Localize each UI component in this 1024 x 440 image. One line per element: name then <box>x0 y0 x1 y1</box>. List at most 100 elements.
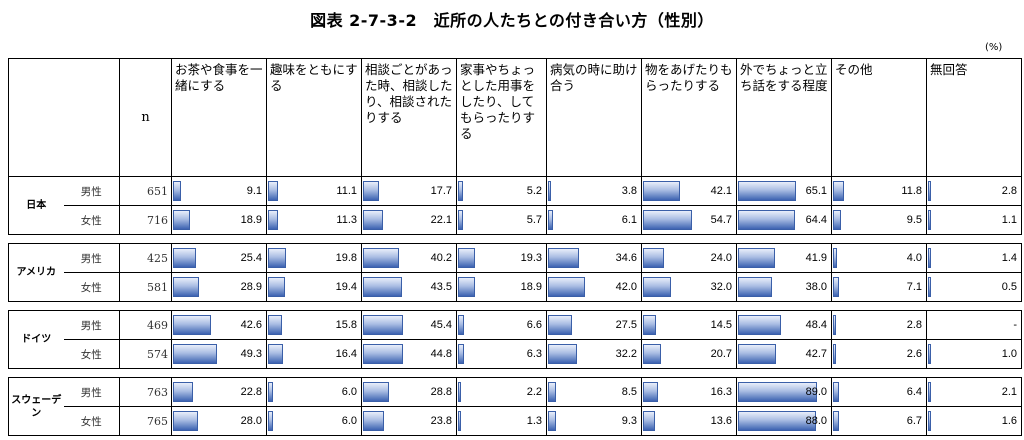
header-col-5: 物をあげたりもらったりする <box>641 58 737 177</box>
value-cell: 1.1 <box>926 205 1022 235</box>
percentage-bar <box>643 248 665 268</box>
value-cell: 49.3 <box>171 339 267 369</box>
table-row: ドイツ 男性 469 42.6 15.8 45.4 6.6 27.5 14.5 48.4 2.8 - <box>8 310 1022 369</box>
percentage-value: - <box>1013 319 1017 331</box>
sex-label: 女性 <box>63 339 120 369</box>
sample-size: 574 <box>119 339 172 369</box>
value-cell: 2.6 <box>831 339 927 369</box>
percentage-value: 11.3 <box>336 214 357 226</box>
percentage-value: 54.7 <box>710 214 732 226</box>
percentage-bar <box>928 210 931 230</box>
percentage-value: 49.3 <box>240 348 262 360</box>
percentage-bar <box>363 344 403 364</box>
percentage-value: 28.0 <box>240 415 262 427</box>
percentage-value: 11.1 <box>336 185 357 197</box>
value-cell: 1.0 <box>926 339 1022 369</box>
value-cell: 88.0 <box>736 406 832 436</box>
header-col-8: 無回答 <box>926 58 1022 177</box>
percentage-value: 25.4 <box>240 252 262 264</box>
percentage-value: 32.0 <box>710 281 732 293</box>
table-row: 女性 574 49.3 16.4 44.8 6.3 32.2 20.7 42.7 2.6 1.0 <box>9 339 1022 369</box>
percentage-bar <box>928 382 931 402</box>
value-cell: 22.8 <box>171 377 267 407</box>
percentage-value: 19.8 <box>335 252 357 264</box>
value-cell: 18.9 <box>456 272 547 302</box>
percentage-value: 18.9 <box>240 214 262 226</box>
percentage-bar <box>548 210 554 230</box>
percentage-bar <box>268 210 279 230</box>
percentage-bar <box>173 382 194 402</box>
percentage-bar <box>738 382 818 402</box>
value-cell: 48.4 <box>736 310 832 340</box>
percentage-value: 16.3 <box>710 386 732 398</box>
percentage-value: 1.4 <box>1001 252 1017 264</box>
value-cell: 64.4 <box>736 205 832 235</box>
percentage-bar <box>738 210 796 230</box>
header-col-0: お茶や食事を一緒にする <box>171 58 267 177</box>
header-col-1: 趣味をともにする <box>266 58 362 177</box>
value-cell: 6.6 <box>456 310 547 340</box>
percentage-bar <box>363 315 404 335</box>
percentage-value: 28.8 <box>430 386 452 398</box>
percentage-bar <box>458 344 464 364</box>
percentage-bar <box>268 411 274 431</box>
value-cell: 11.8 <box>831 176 927 206</box>
value-cell: 7.1 <box>831 272 927 302</box>
value-cell: 42.7 <box>736 339 832 369</box>
value-cell: 5.2 <box>456 176 547 206</box>
percentage-bar <box>738 277 772 297</box>
percentage-bar <box>268 181 278 201</box>
percentage-value: 1.6 <box>1001 415 1017 427</box>
value-cell: 43.5 <box>361 272 457 302</box>
header-col-3: 家事やちょっとした用事をしたり、してもらったりする <box>456 58 547 177</box>
value-cell: 28.8 <box>361 377 457 407</box>
percentage-bar <box>363 210 383 230</box>
percentage-bar <box>268 344 283 364</box>
percentage-bar <box>268 277 286 297</box>
percentage-bar <box>738 411 817 431</box>
sex-label: 女性 <box>63 205 120 235</box>
percentage-value: 1.0 <box>1001 348 1017 360</box>
value-cell: 16.4 <box>266 339 362 369</box>
percentage-bar <box>173 277 199 297</box>
percentage-value: 42.1 <box>710 185 732 197</box>
value-cell: 42.1 <box>641 176 737 206</box>
percentage-bar <box>833 344 836 364</box>
percentage-value: 9.5 <box>906 214 922 226</box>
percentage-bar <box>833 248 837 268</box>
sex-label: 女性 <box>63 272 120 302</box>
percentage-bar <box>643 315 656 335</box>
country-label: 日本 <box>8 176 64 235</box>
percentage-value: 2.8 <box>906 319 922 331</box>
value-cell: 6.1 <box>546 205 642 235</box>
value-cell: 6.0 <box>266 406 362 436</box>
sex-label: 女性 <box>63 406 120 436</box>
sample-size: 425 <box>119 243 172 273</box>
percentage-value: 17.7 <box>430 185 452 197</box>
percentage-bar <box>643 277 672 297</box>
value-cell: 16.3 <box>641 377 737 407</box>
percentage-value: 64.4 <box>805 214 827 226</box>
sample-size: 581 <box>119 272 172 302</box>
value-cell: 65.1 <box>736 176 832 206</box>
value-cell: 20.7 <box>641 339 737 369</box>
percentage-value: 24.0 <box>710 252 732 264</box>
percentage-bar <box>458 382 461 402</box>
percentage-bar <box>363 411 385 431</box>
percentage-bar <box>363 382 389 402</box>
percentage-bar <box>833 382 839 402</box>
value-cell: 2.2 <box>456 377 547 407</box>
percentage-bar <box>643 181 681 201</box>
percentage-value: 2.6 <box>906 348 922 360</box>
value-cell: 19.4 <box>266 272 362 302</box>
percentage-bar <box>458 277 475 297</box>
percentage-value: 1.1 <box>1001 214 1017 226</box>
value-cell: 9.3 <box>546 406 642 436</box>
percentage-value: 42.6 <box>240 319 262 331</box>
percentage-bar <box>268 248 286 268</box>
percentage-bar <box>833 315 836 335</box>
value-cell: 25.4 <box>171 243 267 273</box>
percentage-value: 13.6 <box>710 415 732 427</box>
value-cell: 11.3 <box>266 205 362 235</box>
value-cell: 22.1 <box>361 205 457 235</box>
